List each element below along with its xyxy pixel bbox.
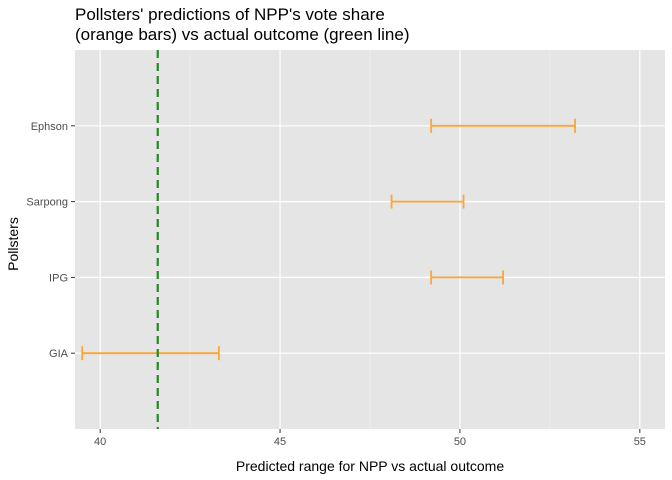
chart-title-line-1: Pollsters' predictions of NPP's vote sha… (75, 5, 385, 24)
range-bar-ipg (430, 270, 505, 285)
x-tick-label-55: 55 (634, 436, 646, 448)
range-bar-gia (81, 346, 220, 361)
x-tick-label-50: 50 (454, 436, 466, 448)
y-tick-label-sarpong: Sarpong (26, 197, 68, 209)
y-axis-title: Pollsters (5, 217, 21, 271)
x-axis-title: Predicted range for NPP vs actual outcom… (236, 458, 504, 474)
y-tick-label-ephson: Ephson (31, 121, 68, 133)
range-bar-sarpong (390, 194, 465, 209)
range-bars (81, 118, 576, 361)
x-tick-label-45: 45 (274, 436, 286, 448)
chart-title-line-2: (orange bars) vs actual outcome (green l… (75, 25, 410, 44)
y-tick-label-gia: GIA (49, 348, 69, 360)
x-tick-label-40: 40 (94, 436, 106, 448)
range-bar-ephson (430, 118, 576, 133)
y-tick-label-ipg: IPG (49, 272, 68, 284)
y-axis: GIA IPG Sarpong Ephson (26, 121, 75, 360)
x-axis: 40 45 50 55 (94, 429, 646, 448)
